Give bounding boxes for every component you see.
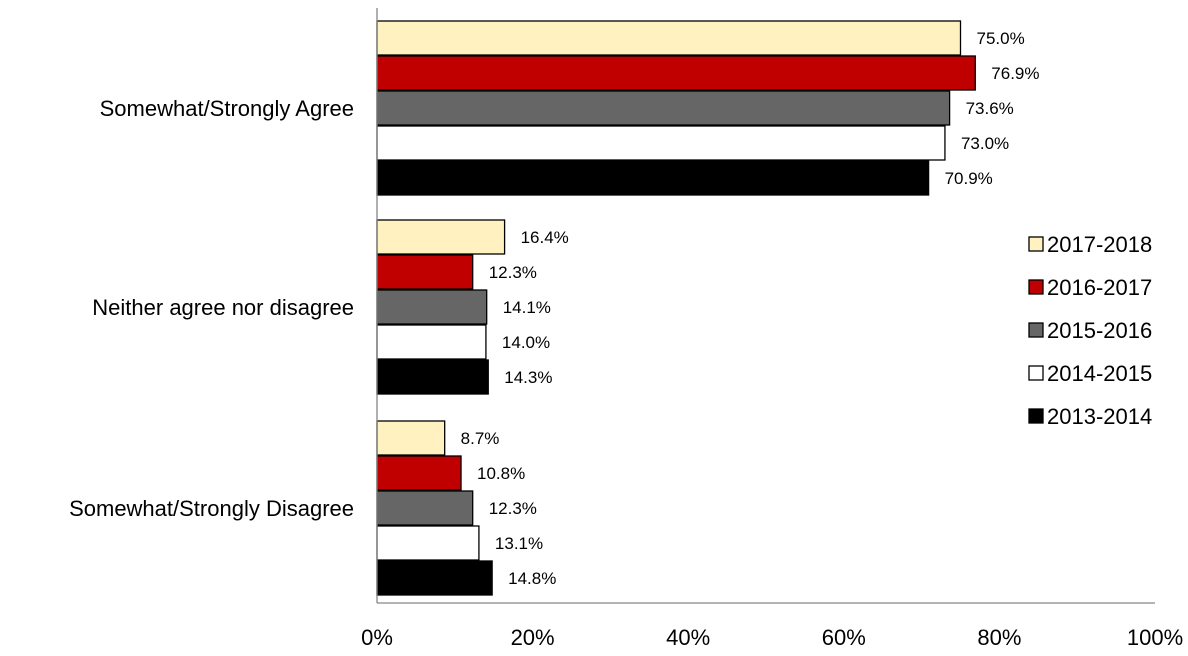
axes-layer: Somewhat/Strongly Agree Neither agree nor… bbox=[69, 8, 1183, 650]
category-label: Somewhat/Strongly Disagree bbox=[69, 496, 354, 521]
legend-swatch bbox=[1028, 279, 1044, 295]
data-label: 75.0% bbox=[977, 29, 1025, 48]
x-tick-label: 100% bbox=[1127, 625, 1183, 650]
bar-2014-2015-1 bbox=[376, 324, 487, 360]
category-label: Neither agree nor disagree bbox=[92, 295, 354, 320]
bar-2016-2017-1 bbox=[376, 254, 474, 290]
data-label: 8.7% bbox=[461, 429, 500, 448]
data-labels-layer: 75.0% 76.9% 73.6% 73.0% 70.9% 16.4% 12.3% 14.1%… bbox=[461, 29, 1040, 588]
legend-label: 2017-2018 bbox=[1047, 232, 1152, 257]
legend: 2017-2018 2016-2017 2015-2016 2014-2015 2013… bbox=[1028, 232, 1152, 429]
bars-layer bbox=[376, 20, 976, 596]
legend-label: 2016-2017 bbox=[1047, 275, 1152, 300]
bar-2016-2017-0 bbox=[376, 55, 976, 91]
data-label: 14.8% bbox=[508, 569, 556, 588]
bar-2016-2017-2 bbox=[376, 455, 462, 491]
bar-2017-2018-1 bbox=[376, 219, 506, 255]
x-tick-label: 20% bbox=[511, 625, 555, 650]
data-label: 14.0% bbox=[502, 333, 550, 352]
data-label: 12.3% bbox=[489, 499, 537, 518]
data-label: 14.1% bbox=[503, 298, 551, 317]
bar-2015-2016-0 bbox=[376, 90, 951, 126]
data-label: 73.0% bbox=[961, 134, 1009, 153]
x-tick-label: 60% bbox=[822, 625, 866, 650]
legend-swatch bbox=[1028, 365, 1044, 381]
bar-2014-2015-2 bbox=[376, 525, 480, 561]
bar-2013-2014-0 bbox=[376, 160, 930, 196]
x-tick-label: 40% bbox=[666, 625, 710, 650]
legend-label: 2014-2015 bbox=[1047, 361, 1152, 386]
data-label: 10.8% bbox=[477, 464, 525, 483]
legend-swatch bbox=[1028, 236, 1044, 252]
bar-2017-2018-0 bbox=[376, 20, 962, 56]
data-label: 70.9% bbox=[945, 169, 993, 188]
data-label: 13.1% bbox=[495, 534, 543, 553]
bar-2014-2015-0 bbox=[376, 125, 946, 161]
category-label: Somewhat/Strongly Agree bbox=[100, 96, 354, 121]
data-label: 76.9% bbox=[991, 64, 1039, 83]
bar-2015-2016-1 bbox=[376, 289, 488, 325]
bar-2017-2018-2 bbox=[376, 420, 446, 456]
legend-label: 2015-2016 bbox=[1047, 318, 1152, 343]
legend-label: 2013-2014 bbox=[1047, 404, 1152, 429]
x-tick-label: 0% bbox=[361, 625, 393, 650]
bar-2013-2014-1 bbox=[376, 359, 489, 395]
bar-2013-2014-2 bbox=[376, 560, 493, 596]
data-label: 73.6% bbox=[966, 99, 1014, 118]
legend-swatch bbox=[1028, 322, 1044, 338]
data-label: 16.4% bbox=[521, 228, 569, 247]
legend-swatch bbox=[1028, 408, 1044, 424]
data-label: 12.3% bbox=[489, 263, 537, 282]
data-label: 14.3% bbox=[504, 368, 552, 387]
bar-2015-2016-2 bbox=[376, 490, 474, 526]
x-tick-label: 80% bbox=[977, 625, 1021, 650]
